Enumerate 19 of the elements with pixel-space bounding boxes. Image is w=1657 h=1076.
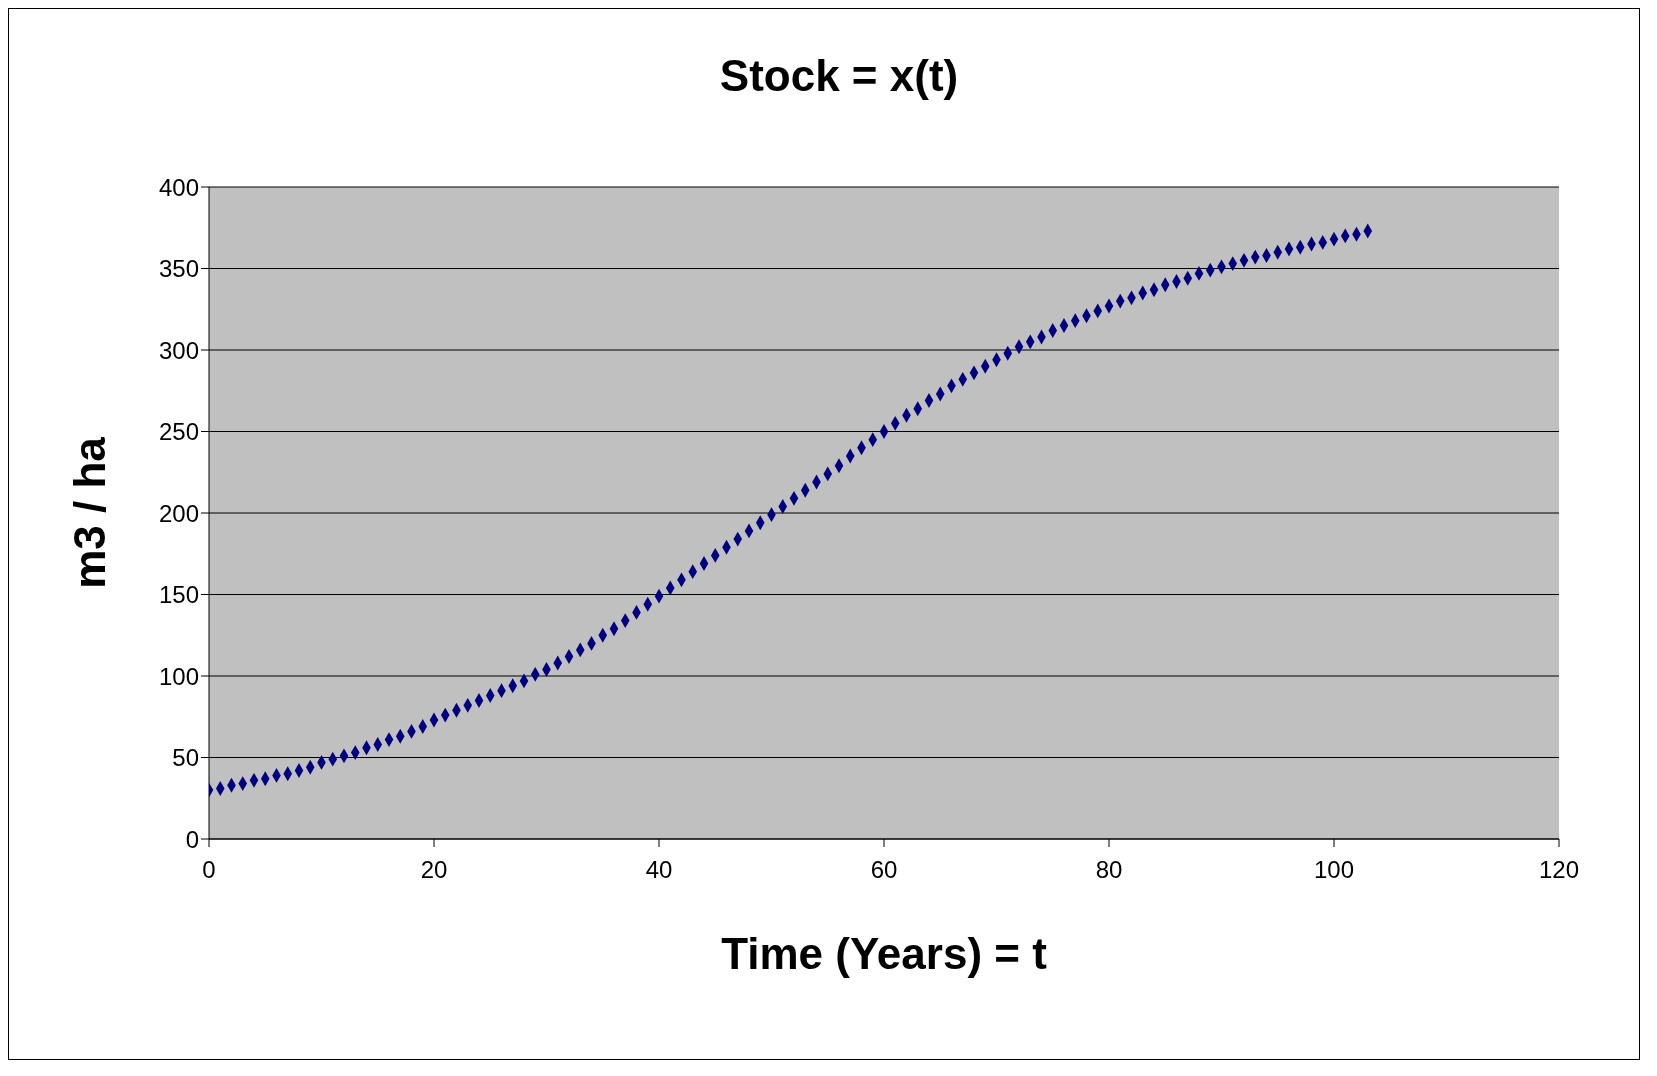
y-tick-label: 0 <box>185 825 199 853</box>
y-tick-label: 350 <box>158 255 199 283</box>
y-axis-title: m3 / ha <box>64 436 114 589</box>
y-tick-label: 100 <box>158 662 199 690</box>
chart-title: Stock = x(t) <box>718 51 960 101</box>
y-tick-label: 300 <box>158 336 199 364</box>
x-tick-label: 60 <box>870 856 898 884</box>
x-tick-label: 20 <box>420 856 448 884</box>
y-tick-label: 250 <box>158 418 199 446</box>
y-tick-label: 400 <box>158 173 199 201</box>
y-tick-label: 150 <box>158 581 199 609</box>
x-tick-label: 40 <box>645 856 673 884</box>
x-tick-label: 100 <box>1313 856 1355 884</box>
x-tick-label: 80 <box>1095 856 1123 884</box>
x-tick-label: 0 <box>202 856 216 884</box>
y-tick-label: 50 <box>172 744 199 772</box>
y-tick-label: 200 <box>158 499 199 527</box>
x-tick-label: 120 <box>1538 856 1580 884</box>
x-axis-title: Time (Years) = t <box>721 929 1048 978</box>
